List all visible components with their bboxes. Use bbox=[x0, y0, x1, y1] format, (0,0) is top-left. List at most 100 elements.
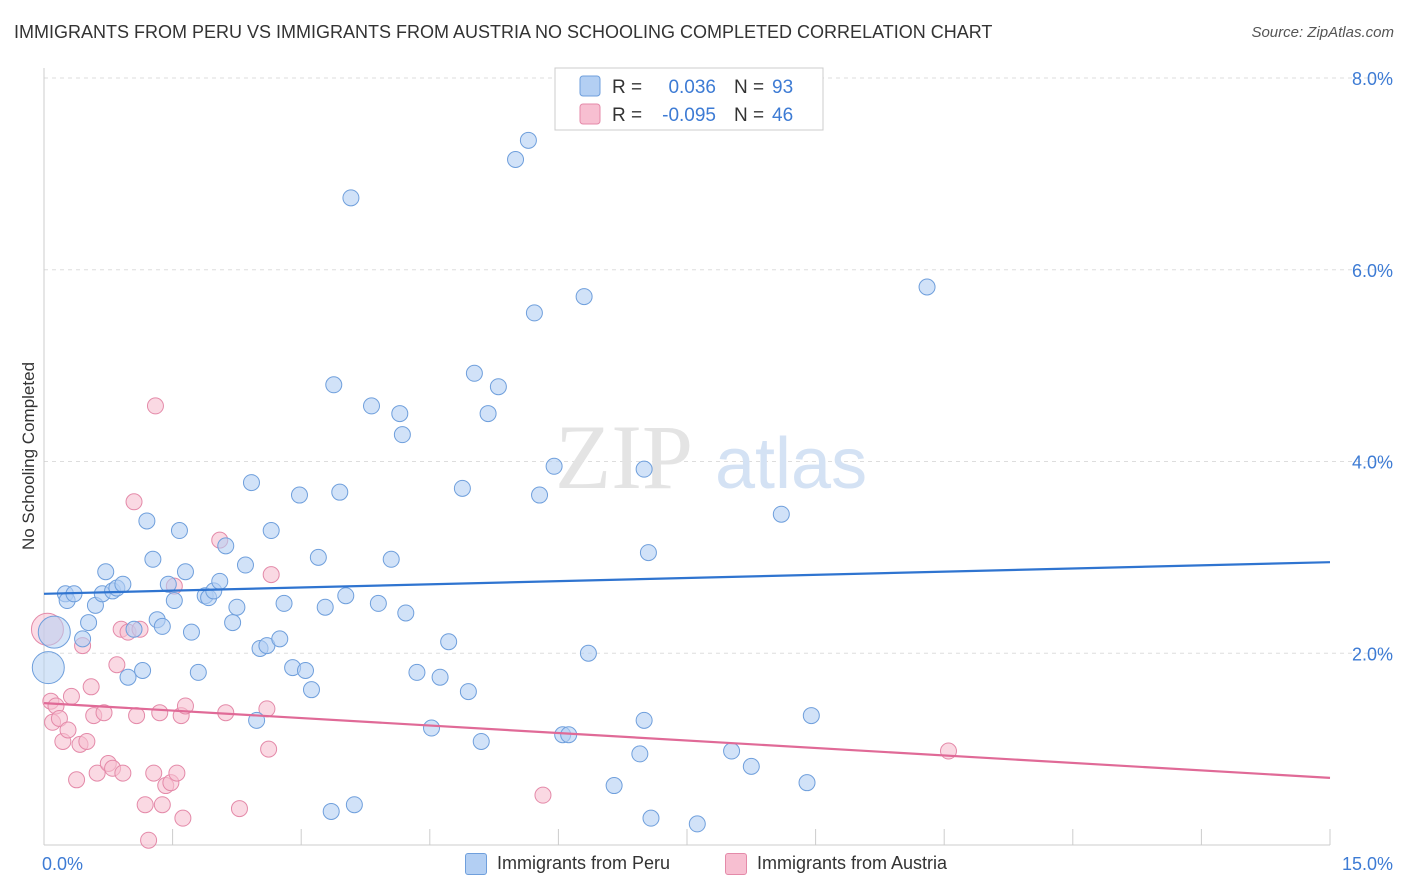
peru-point-56 bbox=[391, 405, 409, 423]
peru-point-70 bbox=[519, 131, 537, 149]
peru-point-40 bbox=[275, 594, 293, 612]
peru-point-34 bbox=[242, 474, 260, 492]
peru-point-12 bbox=[114, 575, 132, 593]
peru-point-58 bbox=[397, 604, 415, 622]
y-tick-label-3: 8.0% bbox=[1352, 69, 1393, 89]
peru-point-51 bbox=[342, 189, 360, 207]
source-label: Source: ZipAtlas.com bbox=[1251, 24, 1394, 41]
stats-r-label-peru: R = bbox=[612, 77, 642, 98]
x-tick-label-max: 15.0% bbox=[1342, 854, 1393, 874]
peru-point-86 bbox=[742, 757, 760, 775]
peru-point-43 bbox=[296, 662, 314, 680]
peru-point-50 bbox=[337, 587, 355, 605]
peru-point-63 bbox=[453, 479, 471, 497]
peru-point-65 bbox=[465, 364, 483, 382]
peru-point-54 bbox=[369, 594, 387, 612]
peru-point-20 bbox=[159, 575, 177, 593]
austria-point-20 bbox=[114, 764, 132, 782]
peru-point-30 bbox=[217, 537, 235, 555]
peru-point-68 bbox=[489, 378, 507, 396]
tick-labels: 2.0% 4.0% 6.0% 8.0% 0.0% 15.0% bbox=[42, 69, 1393, 874]
peru-point-64 bbox=[459, 683, 477, 701]
austria-point-29 bbox=[151, 704, 169, 722]
austria-trend-line bbox=[43, 702, 1331, 779]
peru-point-23 bbox=[176, 563, 194, 581]
stats-r-value-peru: 0.036 bbox=[668, 77, 716, 98]
peru-point-6 bbox=[80, 614, 98, 632]
peru-point-0 bbox=[31, 651, 65, 685]
peru-trend-line bbox=[43, 561, 1331, 595]
peru-point-78 bbox=[605, 777, 623, 795]
austria-point-26 bbox=[140, 831, 158, 849]
austria-point-15 bbox=[95, 704, 113, 722]
peru-point-53 bbox=[363, 397, 381, 415]
legend-austria-label: Immigrants from Austria bbox=[757, 853, 948, 873]
peru-point-9 bbox=[97, 563, 115, 581]
legend-austria-swatch bbox=[725, 853, 747, 876]
peru-point-21 bbox=[165, 592, 183, 610]
peru-point-15 bbox=[134, 662, 152, 680]
peru-point-72 bbox=[531, 486, 549, 504]
peru-point-82 bbox=[635, 460, 653, 478]
peru-point-76 bbox=[575, 288, 593, 306]
peru-point-25 bbox=[189, 663, 207, 681]
peru-point-44 bbox=[302, 681, 320, 699]
peru-point-33 bbox=[236, 556, 254, 574]
peru-point-85 bbox=[723, 742, 741, 760]
axes bbox=[43, 68, 1331, 846]
austria-point-25 bbox=[136, 796, 154, 814]
stats-n-value-peru: 93 bbox=[772, 77, 793, 98]
peru-point-52 bbox=[345, 796, 363, 814]
peru-point-22 bbox=[170, 522, 188, 540]
watermark-zip: ZIP bbox=[555, 406, 693, 508]
peru-point-88 bbox=[798, 774, 816, 792]
austria-point-23 bbox=[128, 707, 146, 725]
peru-point-19 bbox=[153, 617, 171, 635]
austria-point-14 bbox=[88, 764, 106, 782]
peru-point-62 bbox=[440, 633, 458, 651]
peru-point-71 bbox=[525, 304, 543, 322]
peru-point-24 bbox=[182, 623, 200, 641]
stats-n-label-austria: N = bbox=[734, 105, 764, 126]
x-tick-label-min: 0.0% bbox=[42, 854, 83, 874]
peru-point-73 bbox=[545, 457, 563, 475]
peru-point-77 bbox=[579, 644, 597, 662]
austria-point-4 bbox=[50, 709, 68, 727]
peru-point-67 bbox=[479, 405, 497, 423]
austria-point-37 bbox=[176, 697, 194, 715]
stats-peru-swatch bbox=[579, 75, 601, 97]
peru-point-55 bbox=[382, 550, 400, 568]
peru-point-46 bbox=[316, 598, 334, 616]
peru-point-79 bbox=[631, 745, 649, 763]
austria-point-8 bbox=[68, 771, 86, 789]
austria-point-22 bbox=[125, 493, 143, 511]
peru-point-59 bbox=[408, 663, 426, 681]
y-tick-label-2: 6.0% bbox=[1352, 261, 1393, 281]
peru-point-49 bbox=[331, 483, 349, 501]
stats-box: R = 0.036 N = 93 R = -0.095 N = 46 bbox=[554, 67, 824, 131]
peru-point-39 bbox=[271, 630, 289, 648]
peru-point-42 bbox=[290, 486, 308, 504]
austria-point-39 bbox=[230, 800, 248, 818]
peru-point-87 bbox=[772, 505, 790, 523]
peru-point-16 bbox=[138, 512, 156, 530]
stats-austria-swatch bbox=[579, 103, 601, 125]
peru-point-29 bbox=[211, 572, 229, 590]
austria-point-41 bbox=[260, 740, 278, 758]
peru-point-13 bbox=[119, 668, 137, 686]
watermark-atlas: atlas bbox=[715, 424, 867, 504]
y-tick-label-1: 4.0% bbox=[1352, 453, 1393, 473]
legend-peru-swatch bbox=[465, 853, 487, 876]
austria-point-6 bbox=[59, 721, 77, 739]
legend-peru-label: Immigrants from Peru bbox=[497, 853, 671, 873]
y-tick-label-0: 2.0% bbox=[1352, 644, 1393, 664]
peru-point-45 bbox=[309, 548, 327, 566]
austria-point-18 bbox=[108, 656, 126, 674]
peru-point-89 bbox=[802, 707, 820, 725]
chart-title: IMMIGRANTS FROM PERU VS IMMIGRANTS FROM … bbox=[14, 22, 993, 42]
peru-point-84 bbox=[688, 815, 706, 833]
peru-point-17 bbox=[144, 550, 162, 568]
stats-n-label-peru: N = bbox=[734, 77, 764, 98]
peru-point-48 bbox=[325, 376, 343, 394]
peru-point-32 bbox=[228, 598, 246, 616]
